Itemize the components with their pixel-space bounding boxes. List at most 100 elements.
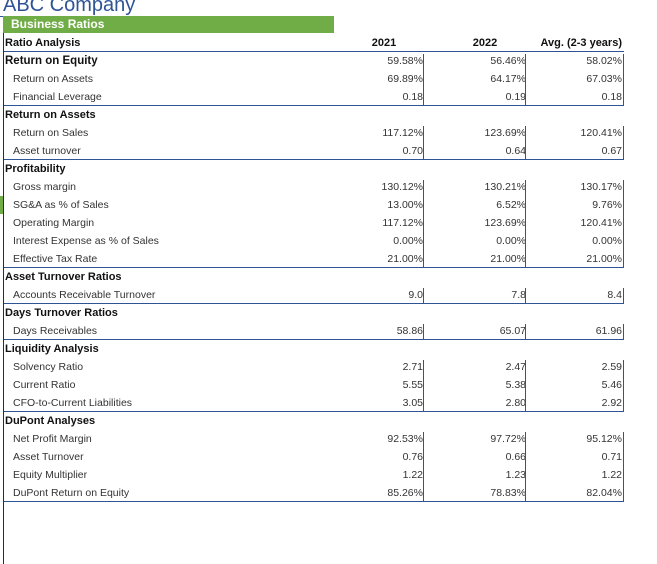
value-2022[interactable]: 78.83% — [490, 487, 526, 499]
ratio-label[interactable]: Asset Turnover — [13, 451, 84, 463]
value-2022[interactable] — [444, 160, 526, 178]
value-2022[interactable]: 123.69% — [484, 127, 526, 139]
value-2022[interactable]: 7.8 — [511, 289, 526, 301]
value-avg[interactable]: 9.76% — [592, 199, 622, 211]
value-2021[interactable] — [344, 340, 423, 358]
section-label[interactable]: Asset Turnover Ratios — [5, 271, 122, 283]
value-avg[interactable]: 8.4 — [607, 289, 622, 301]
value-2021[interactable]: 117.12% — [382, 127, 423, 139]
value-2021[interactable]: 117.12% — [382, 217, 423, 229]
value-2022[interactable] — [444, 268, 526, 286]
value-2021[interactable]: 1.22 — [402, 469, 423, 481]
value-2022[interactable]: 0.66 — [505, 451, 526, 463]
section-label[interactable]: Return on Equity — [5, 55, 98, 67]
value-2021[interactable] — [344, 160, 423, 178]
value-avg[interactable] — [534, 304, 622, 322]
value-avg[interactable]: 2.59 — [601, 361, 622, 373]
value-2021[interactable]: 92.53% — [387, 433, 423, 445]
value-2022[interactable]: 1.23 — [505, 469, 526, 481]
value-2022[interactable]: 56.46% — [490, 55, 526, 67]
value-2022[interactable] — [444, 412, 526, 430]
ratio-label[interactable]: Days Receivables — [13, 325, 98, 337]
section-label[interactable]: Return on Assets — [5, 109, 96, 121]
ratio-label[interactable]: Solvency Ratio — [13, 361, 84, 373]
value-avg[interactable]: 5.46 — [601, 379, 622, 391]
value-2021[interactable]: 0.76 — [402, 451, 423, 463]
value-2021[interactable]: 130.12% — [381, 181, 423, 193]
ratio-label[interactable]: Return on Sales — [13, 127, 89, 139]
value-2021[interactable]: 59.58% — [387, 55, 423, 67]
section-label[interactable]: DuPont Analyses — [5, 415, 96, 427]
ratio-label[interactable]: Asset turnover — [13, 145, 81, 157]
ratio-label[interactable]: Interest Expense as % of Sales — [13, 235, 159, 247]
value-2022[interactable]: 2.80 — [505, 397, 526, 409]
ratio-label[interactable]: Effective Tax Rate — [13, 253, 98, 265]
value-2021[interactable]: 5.55 — [402, 379, 423, 391]
header-col-2022[interactable]: 2022 — [472, 37, 498, 49]
value-2021[interactable]: 85.26% — [387, 487, 423, 499]
value-avg[interactable]: 120.41% — [580, 217, 622, 229]
value-avg[interactable]: 130.17% — [580, 181, 622, 193]
value-2022[interactable] — [444, 106, 526, 124]
ratio-label[interactable]: Operating Margin — [13, 217, 95, 229]
ratio-label[interactable]: Return on Assets — [13, 73, 93, 85]
value-2021[interactable]: 9.0 — [408, 289, 423, 301]
value-avg[interactable]: 95.12% — [586, 433, 622, 445]
value-2021[interactable] — [344, 268, 423, 286]
value-2021[interactable] — [344, 106, 423, 124]
value-avg[interactable]: 0.67 — [601, 145, 622, 157]
value-avg[interactable]: 67.03% — [586, 73, 622, 85]
value-avg[interactable] — [534, 160, 622, 178]
value-avg[interactable] — [534, 340, 622, 358]
value-2022[interactable]: 123.69% — [484, 217, 526, 229]
value-avg[interactable]: 82.04% — [586, 487, 622, 499]
header-col-avg[interactable]: Avg. (2-3 years) — [540, 37, 622, 49]
ratio-label[interactable]: Gross margin — [13, 181, 77, 193]
value-2021[interactable]: 0.18 — [402, 91, 423, 103]
value-2022[interactable] — [444, 304, 526, 322]
ratio-label[interactable]: DuPont Return on Equity — [13, 487, 130, 499]
value-2022[interactable]: 21.00% — [490, 253, 526, 265]
value-2022[interactable]: 64.17% — [490, 73, 526, 85]
value-2022[interactable] — [444, 340, 526, 358]
ratio-label[interactable]: Equity Multiplier — [13, 469, 88, 481]
value-avg[interactable]: 58.02% — [586, 55, 622, 67]
value-2021[interactable]: 2.71 — [402, 361, 423, 373]
value-2022[interactable]: 5.38 — [505, 379, 526, 391]
value-2022[interactable]: 0.64 — [505, 145, 526, 157]
ratio-label[interactable]: Accounts Receivable Turnover — [13, 289, 156, 301]
ratio-label[interactable]: Net Profit Margin — [13, 433, 92, 445]
ratio-label[interactable]: CFO-to-Current Liabilities — [13, 397, 133, 409]
value-2022[interactable]: 0.00% — [496, 235, 526, 247]
ratio-label[interactable]: SG&A as % of Sales — [13, 199, 109, 211]
value-2022[interactable]: 130.21% — [484, 181, 526, 193]
value-2021[interactable]: 58.86 — [396, 325, 423, 337]
header-col-2021[interactable]: 2021 — [371, 37, 397, 49]
value-2022[interactable]: 2.47 — [505, 361, 526, 373]
value-avg[interactable] — [534, 106, 622, 124]
value-2022[interactable]: 97.72% — [490, 433, 526, 445]
value-avg[interactable] — [534, 268, 622, 286]
value-2022[interactable]: 65.07 — [499, 325, 526, 337]
value-avg[interactable]: 2.92 — [601, 397, 622, 409]
value-2021[interactable]: 21.00% — [387, 253, 423, 265]
value-avg[interactable]: 0.00% — [592, 235, 622, 247]
value-2021[interactable] — [344, 412, 423, 430]
value-avg[interactable]: 0.71 — [601, 451, 622, 463]
value-2021[interactable]: 3.05 — [402, 397, 423, 409]
value-avg[interactable]: 0.18 — [601, 91, 622, 103]
value-avg[interactable]: 120.41% — [580, 127, 622, 139]
section-label[interactable]: Days Turnover Ratios — [5, 307, 118, 319]
value-avg[interactable]: 21.00% — [586, 253, 622, 265]
value-avg[interactable] — [534, 412, 622, 430]
value-2021[interactable]: 13.00% — [387, 199, 423, 211]
value-avg[interactable]: 61.96 — [595, 325, 622, 337]
value-2022[interactable]: 6.52% — [496, 199, 526, 211]
value-2021[interactable] — [344, 304, 423, 322]
section-label[interactable]: Profitability — [5, 163, 66, 175]
value-avg[interactable]: 1.22 — [601, 469, 622, 481]
value-2021[interactable]: 0.00% — [393, 235, 423, 247]
value-2022[interactable]: 0.19 — [505, 91, 526, 103]
section-label[interactable]: Liquidity Analysis — [5, 343, 99, 355]
ratio-label[interactable]: Financial Leverage — [13, 91, 102, 103]
